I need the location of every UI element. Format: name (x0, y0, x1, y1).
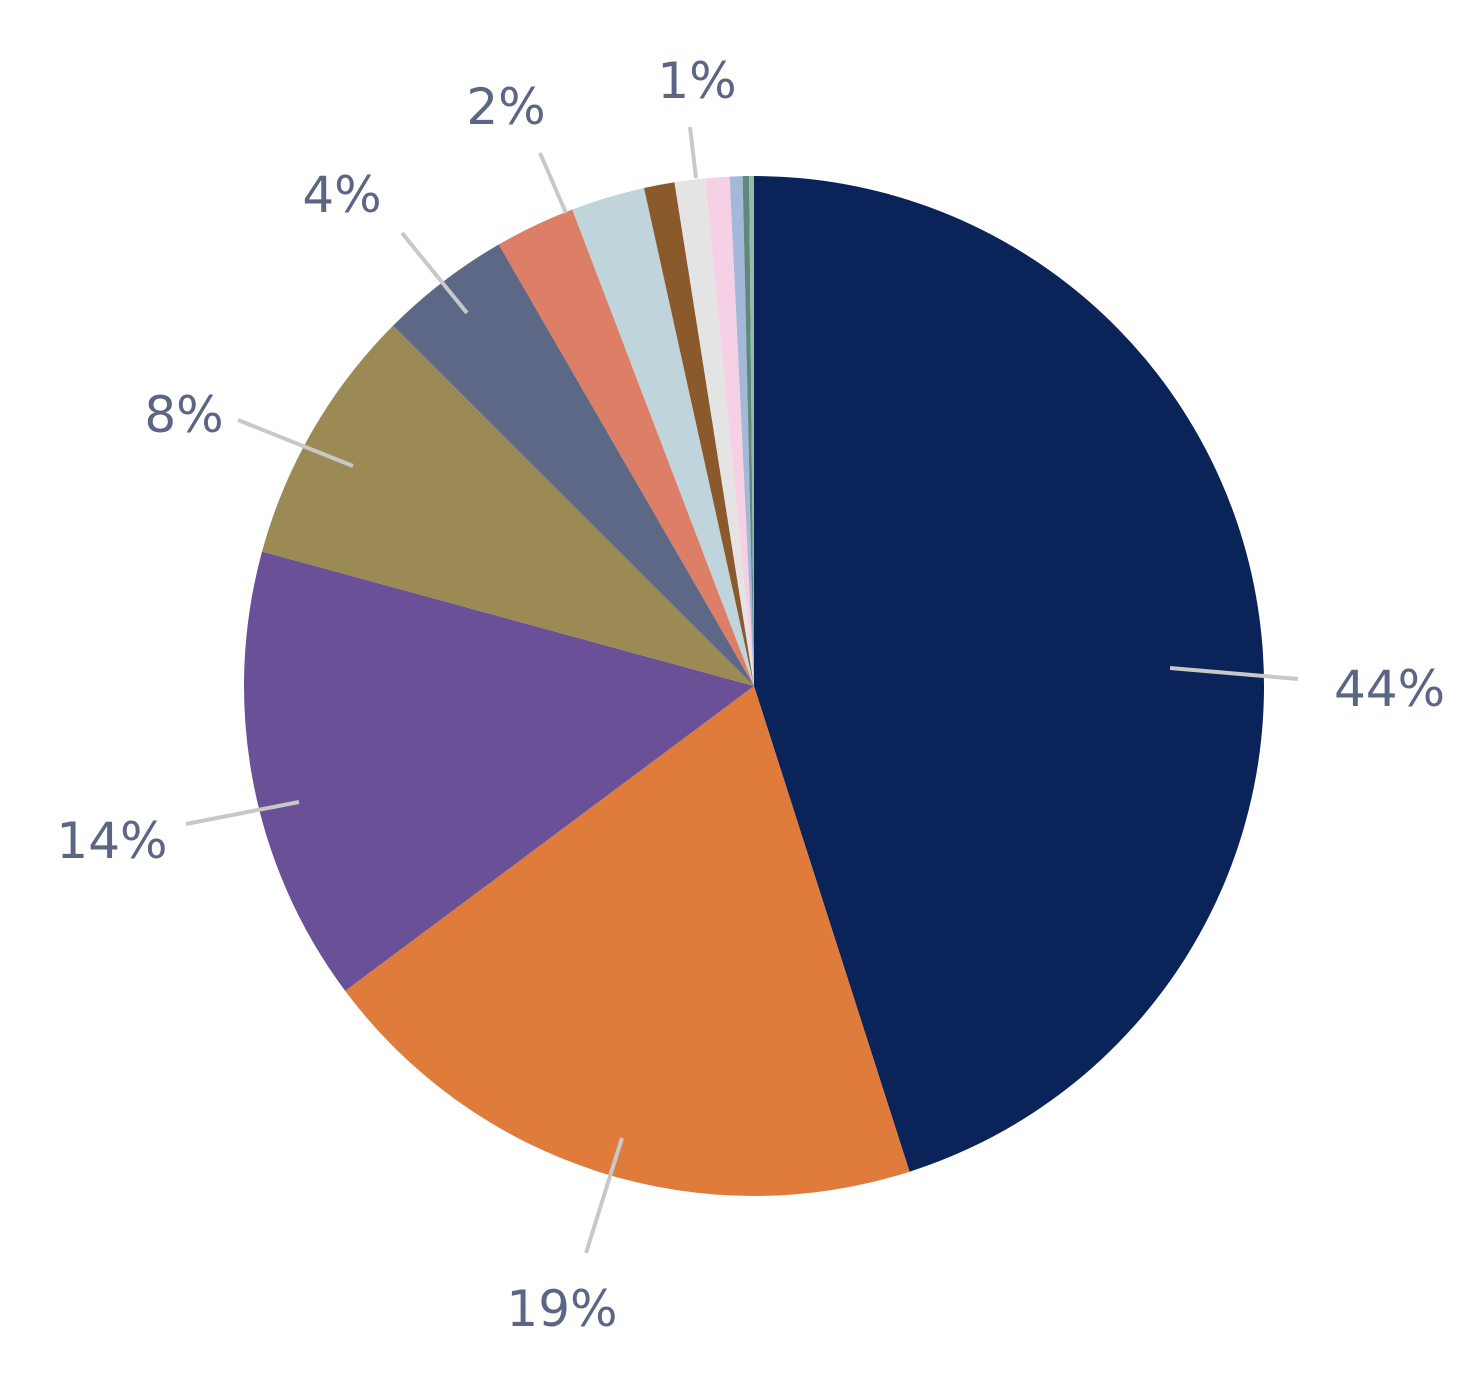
pie-slice-5 (393, 244, 754, 686)
slice-label-9: 1% (657, 52, 736, 110)
pie-slice-6 (498, 209, 754, 687)
pie-slice-2 (345, 686, 910, 1196)
pie-slice-13 (749, 175, 754, 686)
leader-line-3 (185, 800, 300, 826)
pie-slice-7 (572, 188, 754, 686)
slice-label-2: 19% (506, 1280, 617, 1338)
pie-slice-11 (729, 176, 754, 686)
leader-line-1 (1169, 666, 1299, 681)
slice-label-5: 4% (302, 166, 381, 224)
leader-lines (185, 126, 1299, 1254)
pie-slices (243, 175, 1264, 1196)
slice-label-4: 8% (144, 386, 223, 444)
pie-slice-10 (705, 176, 754, 686)
slice-label-3: 14% (56, 812, 167, 870)
leader-line-9 (688, 126, 698, 179)
pie-slice-12 (742, 176, 754, 686)
leader-line-6 (538, 152, 568, 214)
slice-label-6: 2% (466, 78, 545, 136)
slice-labels: 44% 19% 14% 8% 4% 2% 1% (56, 52, 1445, 1338)
pie-slice-1 (754, 176, 1264, 1172)
pie-slice-3 (243, 551, 754, 991)
pie-slice-9 (674, 178, 754, 686)
leader-line-4 (237, 418, 354, 468)
pie-slice-4 (262, 325, 754, 686)
leader-line-5 (400, 231, 469, 315)
leader-line-2 (584, 1137, 624, 1254)
pie-slice-8 (644, 182, 754, 687)
slice-label-1: 44% (1334, 660, 1445, 718)
